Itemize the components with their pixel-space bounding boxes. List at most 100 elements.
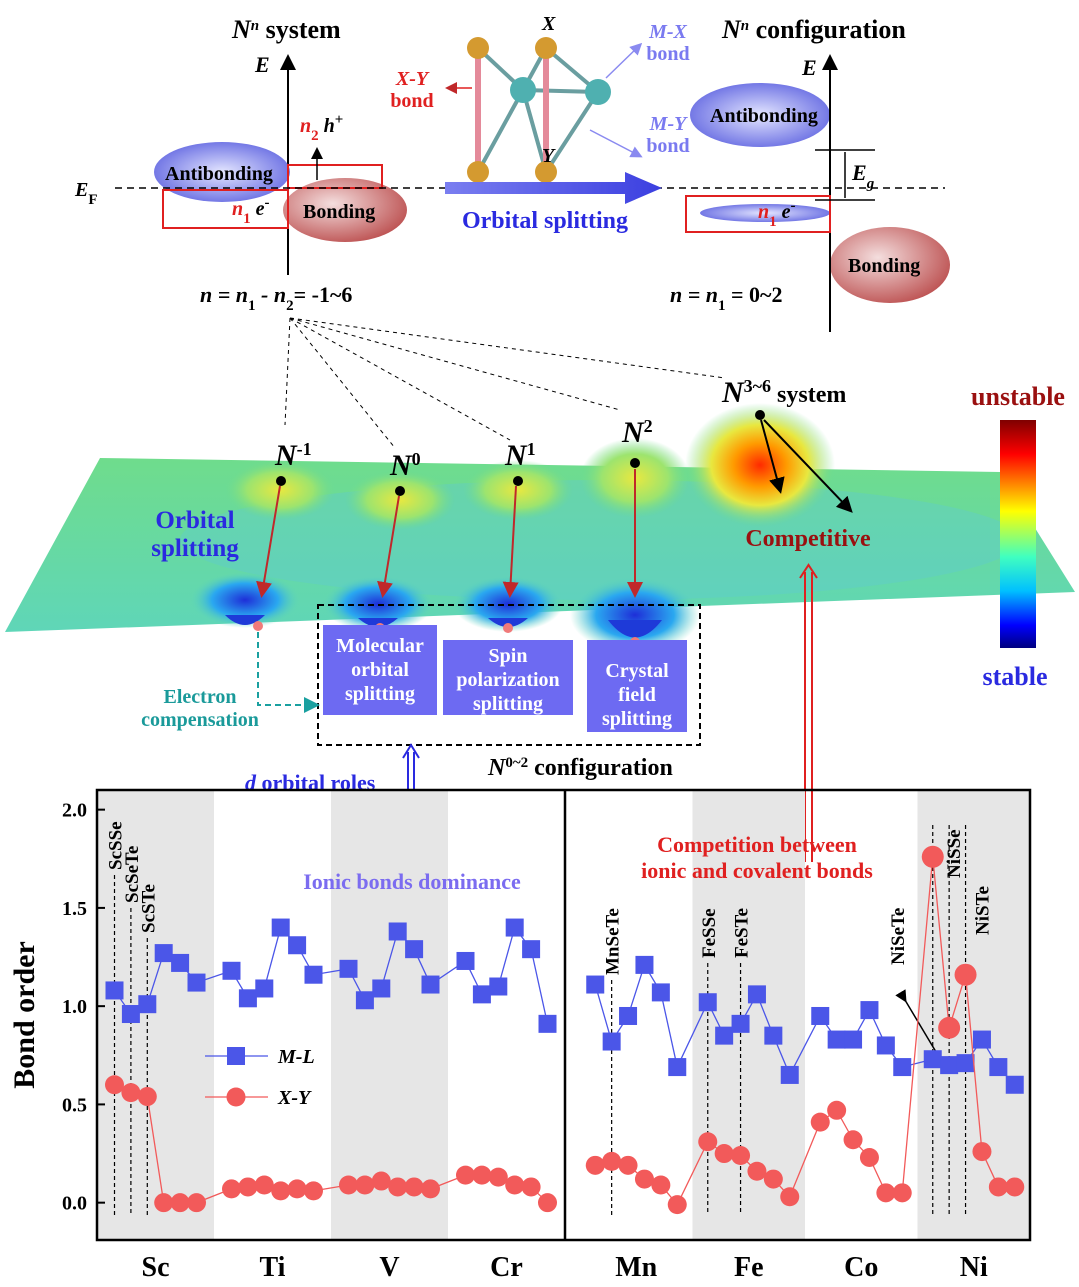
text-part: splitting: [602, 708, 672, 730]
marker: [668, 1195, 687, 1214]
marker: [938, 1017, 960, 1039]
text-part: -1: [297, 439, 312, 459]
marker: [238, 1177, 257, 1196]
frame: [97, 790, 1030, 1240]
marker: [505, 1175, 524, 1194]
marker: [489, 1168, 508, 1187]
marker: [1006, 1076, 1024, 1094]
marker: [489, 978, 507, 996]
marker: [388, 1177, 407, 1196]
bonding-label: Bonding: [848, 255, 920, 277]
axis-label: E: [801, 55, 817, 80]
peak-label: N3~6 system: [721, 376, 846, 409]
marker: [781, 1066, 799, 1084]
text-part: M-X: [648, 21, 687, 43]
text-part: system: [771, 382, 846, 408]
marker: [619, 1007, 637, 1025]
text-part: X-Y: [395, 68, 430, 90]
marker: [122, 1005, 140, 1023]
category-label: ScSTe: [138, 884, 159, 933]
text-part: N: [389, 449, 413, 482]
marker: [138, 995, 156, 1013]
marker: [602, 1152, 621, 1171]
text-part: M-Y: [649, 113, 688, 135]
text-part: 1: [718, 298, 726, 314]
axis-label: E: [254, 52, 270, 77]
text-part: system: [259, 15, 341, 44]
marker: [106, 981, 124, 999]
category-label: NiSeTe: [888, 908, 909, 965]
marker: [473, 985, 491, 1003]
marker: [972, 1142, 991, 1161]
marker: [651, 1175, 670, 1194]
marker: [187, 1193, 206, 1212]
marker: [188, 974, 206, 992]
graphic: [276, 476, 286, 486]
text-part: 1: [527, 439, 536, 459]
text-part: n = n: [670, 282, 718, 307]
graphic: [503, 623, 513, 633]
graphic: [513, 476, 523, 486]
marker: [538, 1193, 557, 1212]
text-part: n: [741, 18, 749, 34]
marker: [154, 1193, 173, 1212]
bonding-label: Bonding: [303, 201, 375, 223]
text-part: configuration: [528, 755, 673, 781]
atom-m: [510, 77, 536, 103]
text-part: = -1~6: [294, 282, 353, 307]
text-part: 1: [243, 211, 251, 227]
marker: [811, 1007, 829, 1025]
text-part: 1: [248, 298, 256, 314]
marker: [539, 1015, 557, 1033]
marker: [405, 940, 423, 958]
dashed-links: [285, 318, 725, 448]
marker: [389, 922, 407, 940]
marker: [811, 1113, 830, 1132]
graphic: [630, 458, 640, 468]
atom-x: [467, 37, 489, 59]
text-part: = 0~2: [726, 282, 783, 307]
my-arrow: [590, 130, 640, 156]
left-title: Nn system: [231, 15, 341, 44]
structure: X Y X-Ybond M-Xbond M-Ybond Orbital spli…: [390, 13, 689, 234]
text-part: Electron: [164, 686, 237, 708]
text-part: N: [487, 755, 507, 781]
marker: [635, 956, 653, 974]
electrons-label: n1 e-: [232, 195, 270, 227]
marker: [457, 952, 475, 970]
marker: [603, 1033, 621, 1051]
marker: [222, 1179, 241, 1198]
marker: [422, 976, 440, 994]
splitting-label: Orbital splitting: [462, 208, 628, 234]
marker: [372, 1172, 391, 1191]
marker: [732, 1015, 750, 1033]
text-part: N: [231, 15, 252, 44]
text-part: n = n: [200, 282, 248, 307]
text-part: e: [777, 201, 791, 223]
atom-x: [535, 37, 557, 59]
category-label: FeSTe: [732, 908, 753, 958]
marker: [699, 993, 717, 1011]
marker: [255, 979, 273, 997]
electrons-label: n1 e-: [758, 198, 796, 230]
group-label: Cr: [490, 1252, 523, 1283]
category-label: FeSSe: [699, 908, 720, 958]
configuration: N0~2 configuration: [487, 755, 673, 781]
text-part: -: [265, 195, 270, 211]
marker: [339, 1175, 358, 1194]
text-part: 3~6: [744, 376, 771, 396]
graphic: [755, 410, 765, 420]
marker: [288, 1179, 307, 1198]
marker: [924, 1050, 942, 1068]
text-part: ionic and covalent bonds: [641, 858, 873, 883]
group-label: Ni: [960, 1252, 988, 1283]
annotation: Ionic bonds dominance: [303, 869, 521, 894]
graphic: [253, 621, 263, 631]
text-part: +: [335, 112, 344, 128]
marker: [876, 1183, 895, 1202]
right-formula: n = n1 = 0~2: [670, 282, 783, 314]
marker: [955, 964, 977, 986]
my-bond-label: M-Ybond: [646, 113, 689, 157]
group-label: V: [379, 1252, 399, 1283]
